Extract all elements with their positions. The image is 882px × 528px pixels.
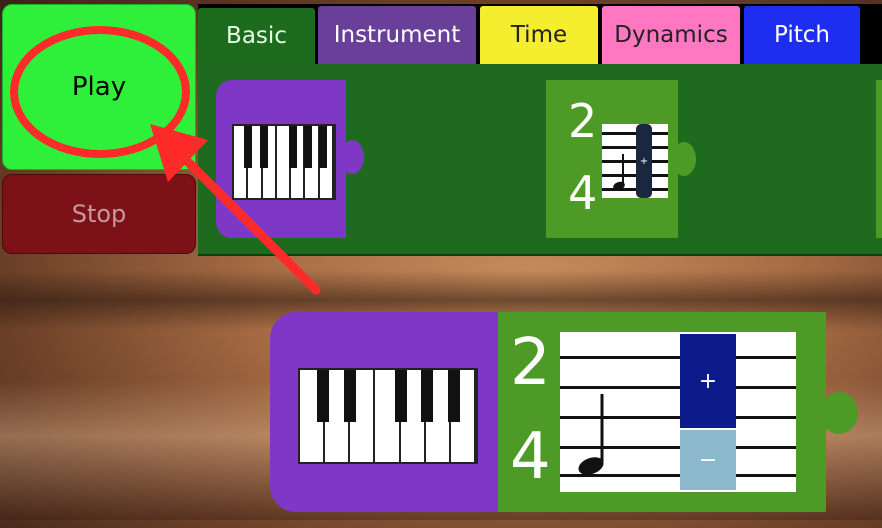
program-time-block[interactable]: 2 4 [498,312,826,512]
minus-label: − [698,447,718,473]
stop-label: Stop [71,200,127,228]
piano-keys-icon [232,124,336,200]
palette-piano-block[interactable] [216,80,346,238]
palette-divider [198,254,882,256]
tab-time-label: Time [510,22,568,48]
program-piano-keys-icon [298,368,478,464]
increase-time-button[interactable]: + [680,334,736,428]
program-quarter-note-icon [578,394,604,475]
palette-time-denominator: 4 [568,166,598,220]
tab-instrument-label: Instrument [333,22,461,48]
plus-label: + [698,368,718,394]
tab-pitch-label: Pitch [774,22,830,48]
time-block-connector [672,142,696,176]
program-time-denominator: 4 [510,420,551,494]
category-tabs: Basic Instrument Time Dynamics Pitch [198,4,882,64]
program-piano-block[interactable] [270,312,502,512]
program-staff [560,332,796,492]
decrease-time-button[interactable]: − [680,430,736,490]
play-label: Play [71,72,127,102]
palette-staff: + [602,124,668,198]
palette-quarter-note-icon [613,154,625,191]
palette-plus-glyph: + [639,155,649,167]
tab-pitch[interactable]: Pitch [744,6,860,64]
tab-basic-label: Basic [226,23,287,49]
program-time-numerator: 2 [510,326,551,400]
tab-basic[interactable]: Basic [198,8,315,64]
tab-dynamics-label: Dynamics [614,22,728,48]
tab-time[interactable]: Time [480,6,598,64]
program-time-connector [820,392,858,434]
palette-time-block[interactable]: 2 4 + [546,80,678,238]
palette-time-numerator: 2 [568,94,598,148]
stop-button[interactable]: Stop [2,174,196,254]
tab-instrument[interactable]: Instrument [318,6,476,64]
palette-plus-minus-slider[interactable]: + [636,124,652,198]
palette-next-block-edge [876,80,882,238]
tab-dynamics[interactable]: Dynamics [602,6,740,64]
